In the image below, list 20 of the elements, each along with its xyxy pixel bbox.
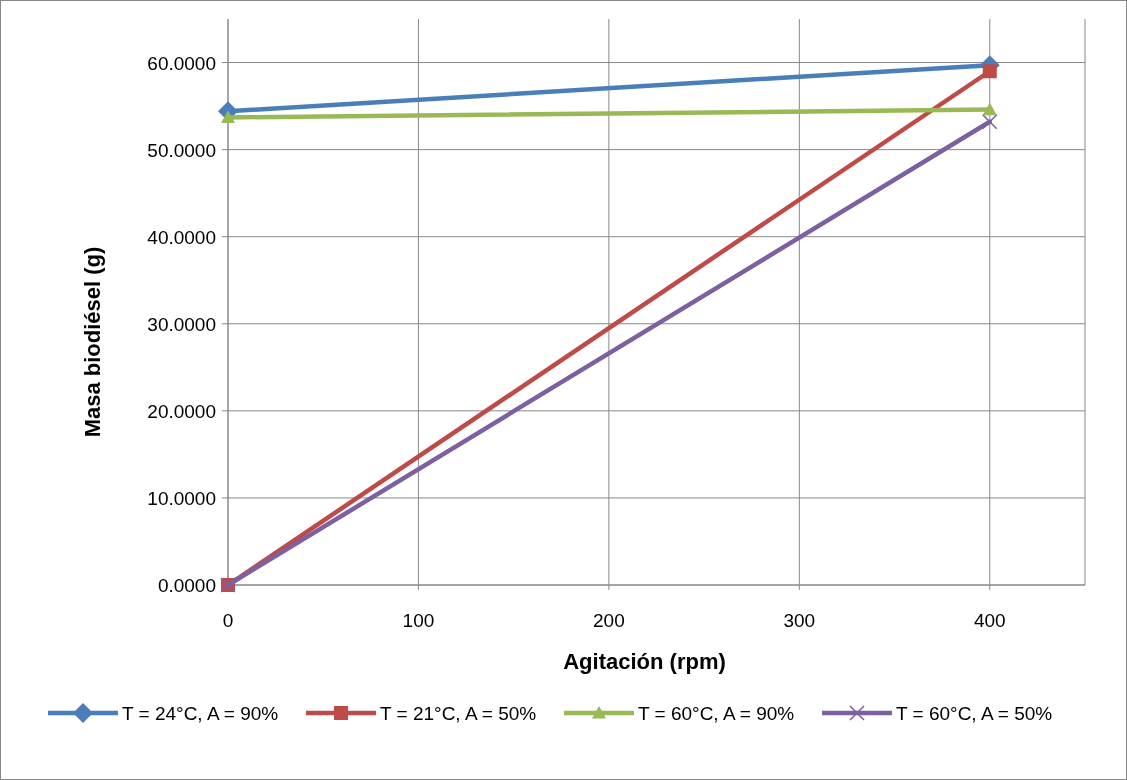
point: [982, 114, 998, 130]
x-tick-label: 0: [222, 610, 234, 631]
x-tick-label: 200: [593, 610, 625, 631]
x-tick-label: 300: [783, 610, 816, 631]
y-tick-label: 60.0000: [147, 52, 216, 74]
x-tick-label: 100: [402, 610, 435, 631]
y-tick-label: 10.0000: [147, 487, 216, 509]
y-tick-label: 0.0000: [157, 575, 216, 596]
x-tick-label: 400: [973, 610, 1006, 631]
y-tick-label: 50.0000: [147, 139, 216, 161]
legend-label: T = 21°C, A = 50%: [380, 703, 537, 724]
point: [982, 64, 997, 79]
y-tick-label: 20.0000: [147, 400, 216, 422]
x-axis-title: Agitación (rpm): [563, 649, 726, 674]
legend-label: T = 60°C, A = 50%: [896, 703, 1053, 724]
legend-label: T = 24°C, A = 90%: [122, 703, 279, 724]
y-axis-title: Masa biodiésel (g): [80, 246, 105, 438]
legend-label: T = 60°C, A = 90%: [638, 703, 795, 724]
y-tick-label: 40.0000: [147, 226, 216, 248]
y-tick-label: 30.0000: [147, 313, 216, 335]
